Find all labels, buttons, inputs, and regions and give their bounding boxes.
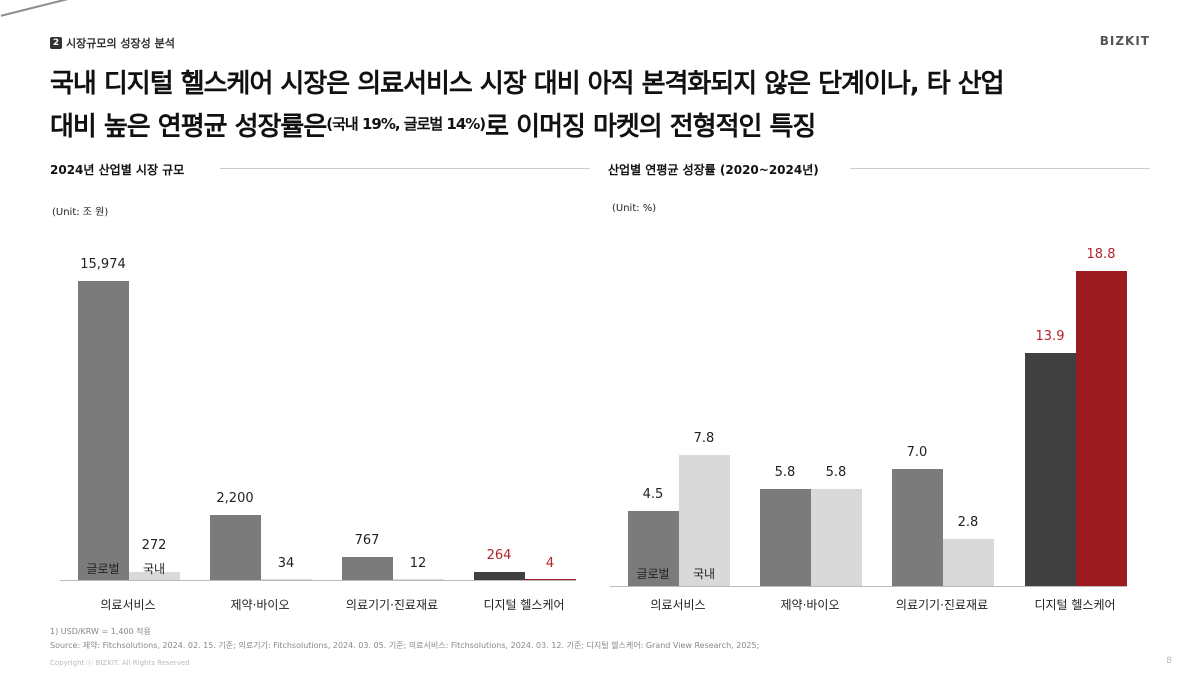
legend-global: 글로벌 xyxy=(636,567,670,581)
section-label: 2 시장규모의 성장성 분석 xyxy=(50,35,175,51)
category-label: 디지털 헬스케어 xyxy=(1034,598,1116,612)
legend-global: 글로벌 xyxy=(86,562,120,576)
data-label: 5.8 xyxy=(825,464,847,480)
source: Source: 제약: Fitchsolutions, 2024. 02. 15… xyxy=(50,641,760,650)
copyright: Copyright ⓒ BIZKIT. All Rights Reserved xyxy=(50,659,190,667)
category-label: 디지털 헬스케어 xyxy=(483,598,565,612)
bar-domestic xyxy=(1076,271,1127,586)
data-label: 264 xyxy=(486,548,512,564)
bar-domestic xyxy=(393,579,444,580)
footnote: 1) USD/KRW = 1,400 적용 xyxy=(50,627,151,636)
baseline xyxy=(610,586,1127,587)
title-sup: (국내 19%, 글로벌 14%) xyxy=(326,115,486,133)
data-label: 18.8 xyxy=(1086,247,1116,262)
category-label: 의료기기·진료재료 xyxy=(895,598,989,612)
title-line-1: 국내 디지털 헬스케어 시장은 의료서비스 시장 대비 아직 본격화되지 않은 … xyxy=(50,69,1005,99)
bar-global xyxy=(210,515,261,580)
data-label: 7.8 xyxy=(693,431,715,447)
title-part: 로 이머징 마켓의 전형적인 특징 xyxy=(485,112,816,142)
data-label: 5.8 xyxy=(774,464,796,480)
data-label: 34 xyxy=(277,556,295,571)
title-part: 대비 높은 연평균 성장률은 xyxy=(50,112,327,142)
section-number: 2 xyxy=(50,37,62,49)
legend-domestic: 국내 xyxy=(692,567,716,581)
data-label: 2,200 xyxy=(216,491,254,506)
bar-global xyxy=(628,510,679,586)
data-label: 12 xyxy=(409,556,427,571)
data-label: 15,974 xyxy=(80,257,126,272)
bar-global xyxy=(474,572,525,580)
bar-domestic xyxy=(129,571,180,580)
left-unit: (Unit: 조 원) xyxy=(52,207,109,218)
baseline xyxy=(60,580,576,581)
page-title: 국내 디지털 헬스케어 시장은 의료서비스 시장 대비 아직 본격화되지 않은 … xyxy=(50,64,1170,147)
data-label: 13.9 xyxy=(1035,329,1065,345)
bar-global xyxy=(892,468,943,586)
title-line-2: 대비 높은 연평균 성장률은(국내 19%, 글로벌 14%)로 이머징 마켓의… xyxy=(50,104,1170,147)
bar-global xyxy=(760,488,811,586)
brand-logo: BIZKIT xyxy=(1099,34,1150,48)
category-label: 의료기기·진료재료 xyxy=(345,598,439,612)
data-label: 272 xyxy=(141,537,167,553)
bar-global xyxy=(342,557,393,580)
bar-global xyxy=(1025,353,1076,586)
bar-domestic xyxy=(525,579,576,580)
data-label: 2.8 xyxy=(957,515,979,531)
bar-domestic xyxy=(261,578,312,580)
right-unit: (Unit: %) xyxy=(612,203,657,214)
category-label: 제약·바이오 xyxy=(780,598,840,612)
category-label: 의료서비스 xyxy=(650,598,706,612)
bar-domestic xyxy=(943,539,994,586)
section-title: 시장규모의 성장성 분석 xyxy=(66,37,175,50)
legend-domestic: 국내 xyxy=(142,562,166,576)
bar-global xyxy=(78,281,129,580)
category-label: 의료서비스 xyxy=(100,598,156,612)
data-label: 4.5 xyxy=(642,486,664,502)
data-label: 767 xyxy=(354,533,380,549)
divider xyxy=(220,168,590,169)
data-label: 7.0 xyxy=(906,444,928,460)
page-number: 8 xyxy=(1166,656,1172,666)
divider xyxy=(850,168,1150,169)
data-label: 4 xyxy=(545,556,555,571)
bar-domestic xyxy=(811,488,862,586)
category-label: 제약·바이오 xyxy=(230,598,290,612)
right-chart-title: 산업별 연평균 성장률 (2020~2024년) xyxy=(608,163,819,177)
bar-domestic xyxy=(679,455,730,586)
left-chart-title: 2024년 산업별 시장 규모 xyxy=(50,163,185,177)
